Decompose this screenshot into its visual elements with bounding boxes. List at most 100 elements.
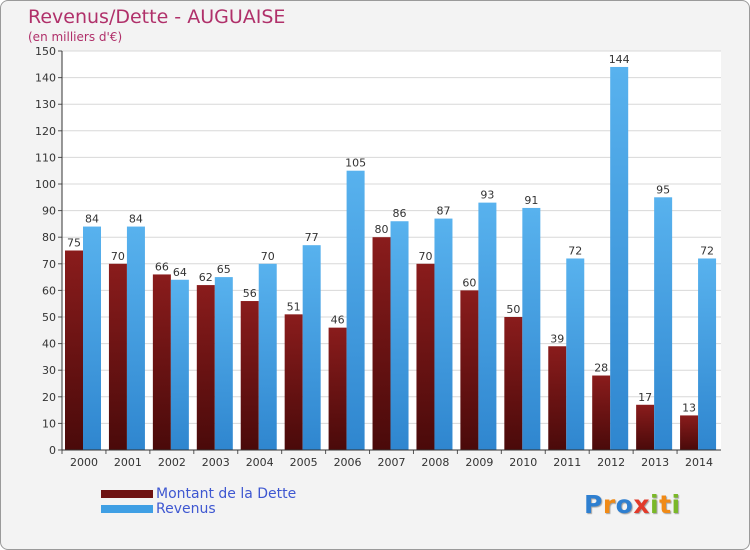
- data-label: 84: [129, 213, 143, 226]
- data-label: 17: [638, 391, 652, 404]
- y-tick-label: 50: [42, 311, 56, 324]
- bar-dette: [108, 263, 127, 450]
- y-tick-label: 130: [35, 98, 56, 111]
- data-label: 75: [67, 237, 81, 250]
- chart-subtitle: (en milliers d'€): [28, 30, 123, 44]
- x-tick-label: 2001: [114, 456, 142, 469]
- data-label: 84: [85, 213, 99, 226]
- bar-revenus: [83, 226, 101, 450]
- bar-revenus: [302, 245, 321, 450]
- data-label: 13: [682, 401, 696, 414]
- logo-letter: P: [584, 490, 603, 519]
- y-tick-label: 0: [49, 444, 56, 457]
- bar-revenus: [610, 66, 629, 451]
- bar-revenus: [258, 263, 277, 450]
- bar-revenus: [434, 218, 453, 450]
- bar-revenus: [566, 258, 585, 450]
- y-tick-label: 90: [42, 205, 56, 218]
- bar-revenus: [654, 197, 673, 450]
- data-label: 28: [594, 362, 608, 375]
- data-label: 39: [550, 332, 564, 345]
- y-tick-label: 40: [42, 338, 56, 351]
- y-tick-label: 120: [35, 125, 56, 138]
- data-label: 70: [261, 250, 275, 263]
- bar-dette: [416, 263, 435, 450]
- data-label: 105: [345, 157, 366, 170]
- x-tick-label: 2012: [597, 456, 625, 469]
- bar-revenus: [346, 170, 365, 450]
- x-tick-label: 2014: [685, 456, 713, 469]
- x-tick-label: 2008: [421, 456, 449, 469]
- data-label: 72: [568, 244, 582, 257]
- logo-letter: i: [650, 490, 660, 519]
- y-tick-label: 30: [42, 364, 56, 377]
- y-tick-label: 80: [42, 231, 56, 244]
- x-tick-label: 2005: [290, 456, 318, 469]
- bar-dette: [152, 274, 171, 450]
- y-tick-label: 110: [35, 151, 56, 164]
- data-label: 86: [393, 207, 407, 220]
- x-tick-label: 2007: [378, 456, 406, 469]
- x-tick-label: 2010: [509, 456, 537, 469]
- data-label: 144: [609, 53, 630, 66]
- bar-revenus: [126, 226, 145, 450]
- data-label: 93: [480, 189, 494, 202]
- legend-label-dette: Montant de la Dette: [156, 486, 297, 502]
- bar-revenus: [522, 207, 541, 450]
- y-tick-label: 20: [42, 391, 56, 404]
- bar-dette: [548, 346, 567, 450]
- data-label: 70: [418, 250, 432, 263]
- data-label: 70: [111, 250, 125, 263]
- x-tick-label: 2009: [465, 456, 493, 469]
- y-tick-label: 70: [42, 258, 56, 271]
- x-tick-label: 2003: [202, 456, 230, 469]
- data-label: 56: [243, 287, 257, 300]
- data-label: 64: [173, 266, 187, 279]
- bar-dette: [65, 250, 83, 450]
- x-tick-label: 2013: [641, 456, 669, 469]
- data-label: 51: [287, 300, 301, 313]
- legend-label-revenus: Revenus: [156, 501, 216, 517]
- y-tick-label: 10: [42, 417, 56, 430]
- logo-letter: t: [659, 490, 672, 519]
- bar-dette: [592, 375, 611, 450]
- data-label: 60: [462, 276, 476, 289]
- bar-dette: [328, 327, 347, 450]
- bar-dette: [504, 317, 523, 450]
- bar-dette: [636, 404, 655, 450]
- bar-revenus: [390, 221, 409, 450]
- bar-revenus: [214, 277, 233, 450]
- proxiti-logo: Proxiti: [584, 490, 681, 519]
- x-tick-label: 2000: [70, 456, 98, 469]
- data-label: 46: [331, 314, 345, 327]
- x-tick-label: 2002: [158, 456, 186, 469]
- bar-revenus: [170, 279, 189, 450]
- logo-letter: x: [633, 490, 650, 519]
- logo-letter: r: [602, 490, 616, 519]
- bar-revenus: [698, 258, 717, 450]
- logo-letter: o: [615, 490, 634, 519]
- data-label: 91: [524, 194, 538, 207]
- data-label: 66: [155, 260, 169, 273]
- x-tick-label: 2004: [246, 456, 274, 469]
- legend-swatch-revenus: [101, 505, 153, 513]
- data-label: 62: [199, 271, 213, 284]
- bar-dette: [240, 301, 259, 450]
- data-label: 77: [305, 231, 319, 244]
- data-label: 87: [436, 205, 450, 218]
- y-tick-label: 150: [35, 45, 56, 58]
- bar-dette: [460, 290, 479, 450]
- data-label: 50: [506, 303, 520, 316]
- bar-dette: [680, 415, 699, 450]
- y-tick-label: 60: [42, 284, 56, 297]
- data-label: 72: [700, 244, 714, 257]
- logo-letter: i: [671, 490, 681, 519]
- y-tick-label: 100: [35, 178, 56, 191]
- data-label: 80: [375, 223, 389, 236]
- data-label: 65: [217, 263, 231, 276]
- bar-revenus: [478, 202, 497, 450]
- bar-dette: [196, 285, 215, 450]
- x-tick-label: 2006: [334, 456, 362, 469]
